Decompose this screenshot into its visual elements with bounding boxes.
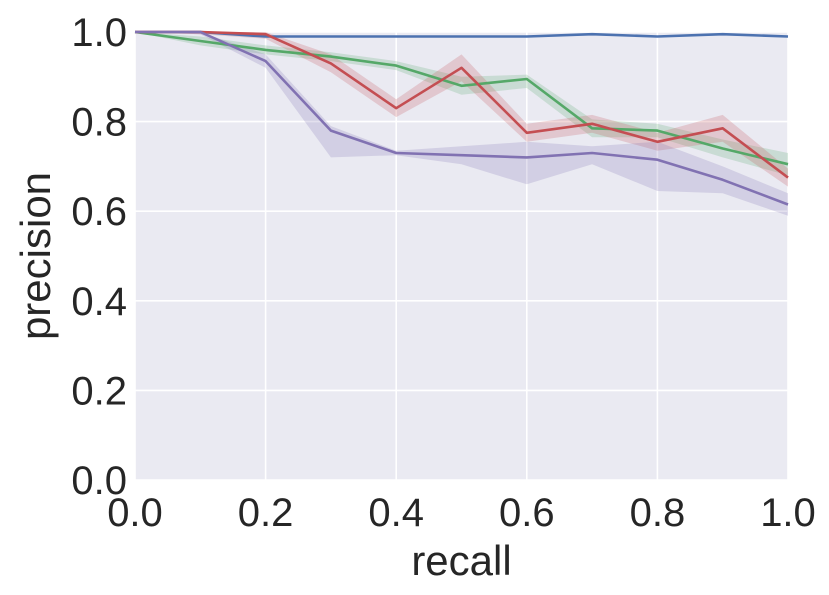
- y-tick-label: 0.2: [71, 369, 127, 413]
- x-tick-label: 0.2: [238, 491, 294, 535]
- x-tick-label: 0.6: [499, 491, 555, 535]
- y-tick-label: 0.0: [71, 459, 127, 503]
- series-3-line: [135, 30, 789, 179]
- y-axis-label: precision: [12, 172, 59, 340]
- x-tick-label: 0.0: [107, 491, 163, 535]
- x-tick-label: 0.4: [368, 491, 424, 535]
- series-4-band: [135, 32, 788, 216]
- x-tick-label: 1.0: [760, 491, 816, 535]
- x-axis-label: recall: [411, 537, 511, 584]
- confidence-bands: [135, 32, 788, 216]
- y-tick-label: 0.4: [71, 280, 127, 324]
- x-tick-labels: 0.0 0.2 0.4 0.6 0.8 1.0: [107, 491, 816, 535]
- series-4-line: [135, 30, 789, 206]
- y-tick-label: 0.8: [71, 101, 127, 145]
- y-tick-label: 0.6: [71, 190, 127, 234]
- series-3-band: [135, 32, 788, 187]
- y-tick-label: 1.0: [71, 11, 127, 55]
- y-tick-labels: 0.0 0.2 0.4 0.6 0.8 1.0: [71, 11, 127, 503]
- series-lines: [134, 30, 789, 206]
- x-tick-label: 0.8: [630, 491, 686, 535]
- plot-area: [135, 32, 788, 480]
- series-1-line: [135, 30, 789, 38]
